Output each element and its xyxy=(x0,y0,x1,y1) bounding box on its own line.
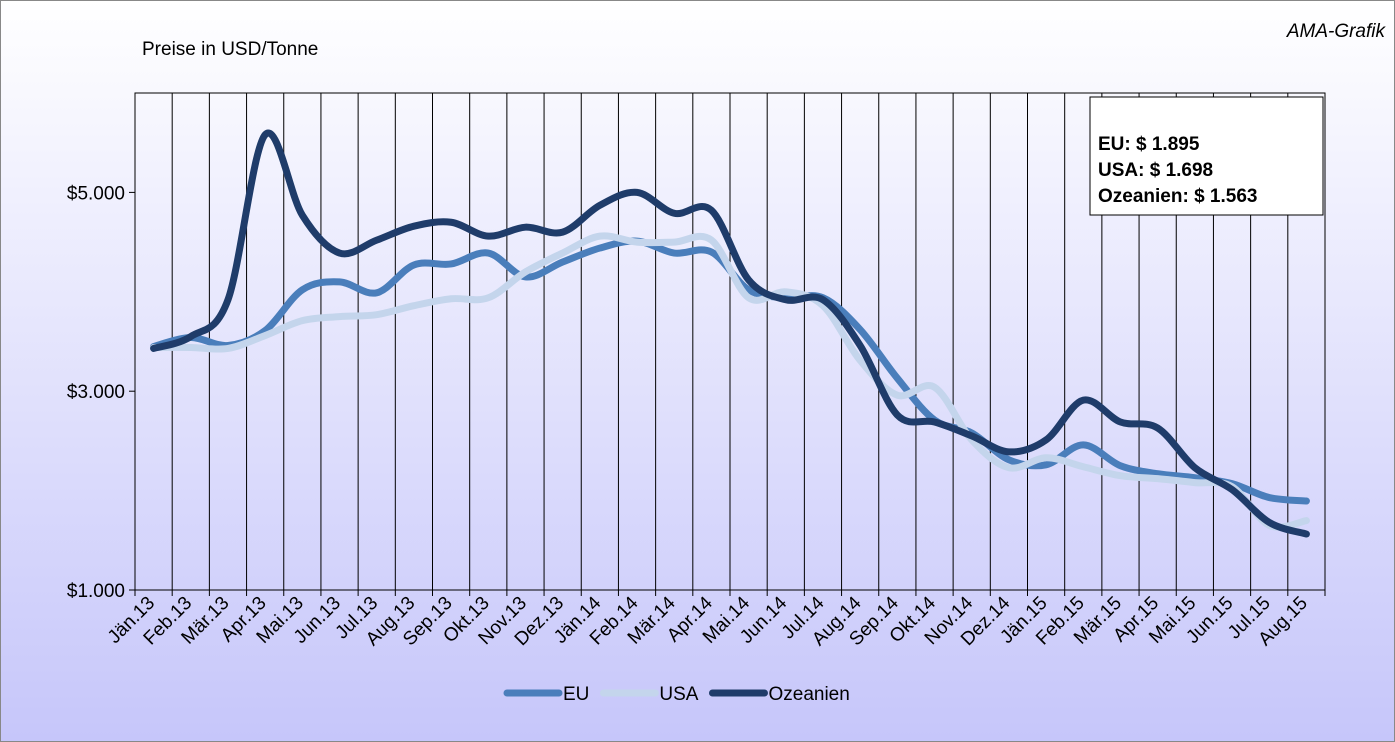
y-tick-label: $1.000 xyxy=(67,581,125,602)
annotation-box xyxy=(1089,96,1324,216)
y-tick-label: $3.000 xyxy=(67,382,125,403)
source: AMA-Grafik xyxy=(1286,21,1387,42)
annotation: EU: $ 1.895 xyxy=(1098,134,1200,155)
legend-label: EU xyxy=(563,684,589,705)
y-tick-label: $5.000 xyxy=(67,183,125,204)
legend-label: USA xyxy=(659,684,698,705)
annotation: USA: $ 1.698 xyxy=(1098,160,1213,181)
chart-title: Preise in USD/Tonne xyxy=(142,39,318,60)
line-series xyxy=(150,129,1310,538)
legend-label: Ozeanien xyxy=(768,684,849,705)
annotation: Ozeanien: $ 1.563 xyxy=(1098,186,1257,207)
line-series xyxy=(150,232,1310,531)
